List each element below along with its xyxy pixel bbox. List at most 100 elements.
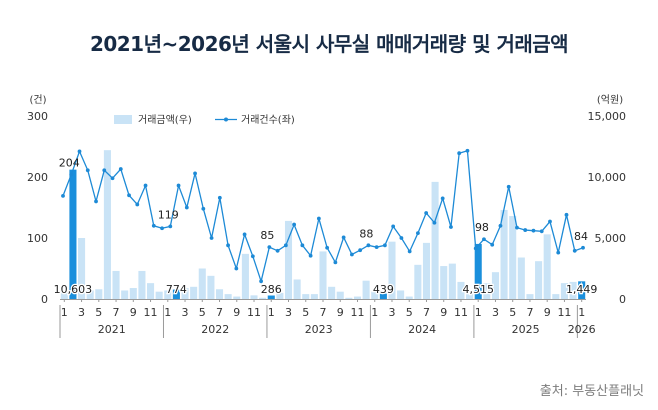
line-point	[548, 219, 552, 224]
left-tick-label: 100	[27, 232, 48, 245]
bar	[483, 283, 491, 299]
amount-data-label: 286	[261, 283, 282, 296]
bar	[250, 295, 258, 299]
line-point	[506, 184, 511, 189]
count-data-label: 98	[475, 221, 489, 234]
bar	[457, 281, 465, 299]
bar	[345, 297, 353, 299]
bar	[276, 292, 284, 299]
bar	[284, 220, 293, 299]
amount-data-label: 1,449	[566, 283, 598, 296]
line-point	[366, 243, 371, 248]
legend-marker-count	[224, 117, 228, 122]
count-line	[62, 149, 584, 284]
left-tick-label: 300	[27, 110, 48, 123]
bar	[121, 290, 129, 299]
month-tick-label: 3	[182, 306, 189, 319]
line-point	[110, 176, 115, 181]
bar	[353, 296, 362, 299]
month-tick-label: 1	[61, 306, 68, 319]
bar	[517, 257, 525, 299]
bar	[336, 291, 344, 299]
line-point	[531, 228, 536, 233]
bar	[103, 150, 111, 299]
line-point	[135, 202, 140, 207]
month-tick-label: 9	[130, 306, 137, 319]
line-point	[242, 232, 247, 237]
legend-label-count: 거래건수(좌)	[241, 114, 295, 126]
bar	[379, 293, 387, 299]
line-point	[523, 228, 528, 232]
line-point	[267, 245, 272, 250]
bar	[198, 268, 206, 299]
month-tick-label: 1	[164, 306, 171, 319]
legend: 거래금액(우) 거래건수(좌)	[114, 114, 295, 126]
line-point	[193, 171, 197, 176]
month-tick-label: 9	[233, 306, 240, 319]
line-point	[160, 226, 164, 231]
line-point	[168, 224, 173, 229]
line-point	[383, 243, 387, 248]
line-point	[201, 206, 206, 211]
count-data-label: 204	[59, 157, 80, 170]
line-point	[498, 223, 503, 228]
year-label: 2024	[408, 323, 436, 336]
amount-data-label: 4,515	[462, 283, 494, 296]
bar	[552, 294, 560, 299]
annotation-group: 204 10,603 119 774 85 286 88 439 98 4,515 84 1,449	[52, 157, 598, 298]
line-point	[209, 236, 214, 240]
line-point	[259, 279, 263, 284]
bar	[155, 291, 163, 299]
chart-title: 2021년~2026년 서울시 사무실 매매거래량 및 거래금액	[89, 32, 569, 56]
bar	[500, 209, 508, 299]
line-point	[118, 167, 123, 171]
count-data-label: 85	[260, 229, 274, 242]
right-tick-label: 5,000	[595, 232, 627, 245]
line-point	[143, 183, 148, 188]
month-tick-label: 7	[526, 306, 533, 319]
line-point	[490, 242, 495, 247]
line-point	[127, 193, 131, 198]
line-point	[325, 245, 330, 250]
amount-data-label: 439	[373, 283, 394, 296]
month-tick-label: 3	[285, 306, 292, 319]
month-tick-label: 1	[578, 306, 585, 319]
line-point	[416, 231, 420, 236]
month-tick-label: 5	[302, 306, 309, 319]
bar-group	[60, 150, 586, 299]
line-point	[61, 194, 65, 198]
left-tick-label: 0	[41, 293, 48, 306]
line-point	[432, 220, 437, 225]
bar	[112, 270, 120, 299]
legend-label-amount: 거래금액(우)	[138, 114, 192, 126]
line-point	[424, 211, 429, 215]
bar	[440, 266, 448, 299]
count-data-label: 84	[574, 230, 588, 243]
month-tick-label: 1	[268, 306, 275, 319]
month-tick-label: 5	[199, 306, 206, 319]
line-point	[102, 168, 107, 173]
line-point	[457, 151, 462, 156]
bar	[181, 288, 189, 299]
line-point	[465, 148, 470, 153]
line-point	[556, 250, 561, 255]
line-point	[358, 248, 363, 253]
line-point	[85, 168, 90, 173]
bar	[224, 294, 232, 299]
line-point	[300, 243, 305, 248]
bar	[491, 272, 499, 299]
count-data-label: 119	[158, 208, 179, 221]
line-point	[564, 212, 569, 217]
line-group	[61, 148, 585, 284]
bar	[388, 241, 396, 299]
bar	[543, 234, 551, 299]
left-axis-unit: (건)	[29, 94, 46, 106]
legend-swatch-amount	[114, 115, 132, 124]
line-point	[77, 149, 82, 154]
bar	[371, 291, 379, 299]
bar	[267, 295, 275, 299]
month-tick-label: 7	[423, 306, 430, 319]
bar	[414, 264, 422, 299]
line-point	[572, 248, 577, 253]
